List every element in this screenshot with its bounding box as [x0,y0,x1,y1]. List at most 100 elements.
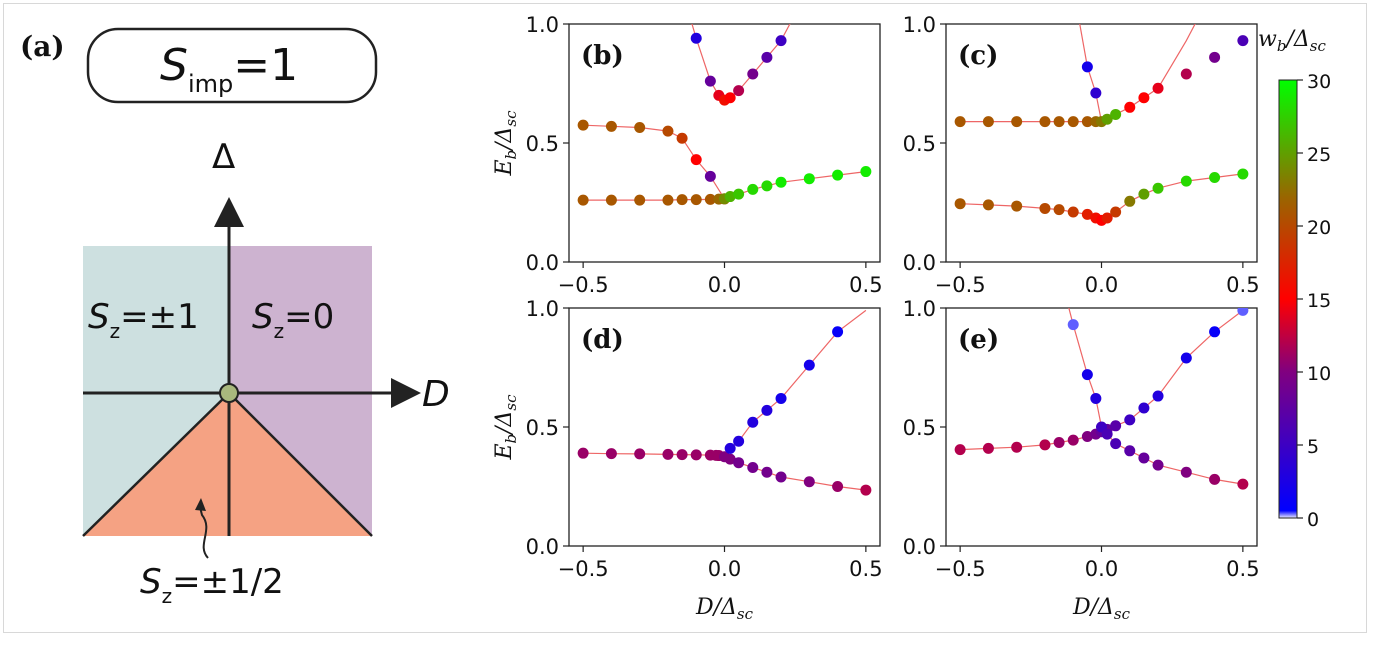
data-point [761,51,773,63]
data-point [1110,420,1122,432]
title-s-imp: Simp=1 [160,40,298,98]
data-point [1053,204,1065,216]
data-point [1237,35,1249,47]
data-point [1138,402,1150,414]
plots: −0.50.00.50.00.51.0(b)Eb​/Δsc​−0.50.00.5… [492,13,1260,623]
panel-label: (e) [958,325,999,355]
data-point [832,326,844,338]
data-point [1180,68,1192,80]
data-point [860,166,872,178]
data-point [747,183,759,195]
data-point [803,173,815,185]
x-tick-label: 0.0 [1085,273,1118,297]
series-points [577,32,872,206]
y-tick-label: 0.5 [903,416,936,440]
region-bottom-label: Sz=±1/2 [140,562,284,608]
data-point [982,442,994,454]
data-point [1124,101,1136,113]
series-line [1079,24,1103,122]
diag-left [82,392,230,537]
data-point [1110,108,1122,120]
data-point [1067,206,1079,218]
data-point [1081,116,1093,128]
series-points [954,35,1249,226]
colorbar-tick-label: 5 [1307,436,1319,458]
data-point [1053,116,1065,128]
data-point [1209,172,1221,184]
squiggle-arrow [199,506,209,559]
x-tick-label: 0.5 [849,557,882,581]
y-tick-label: 0.5 [526,132,559,156]
data-point [724,453,736,465]
data-point [733,457,745,469]
panel-label: (b) [581,41,624,71]
data-point [1138,92,1150,104]
colorbar-gradient [1278,79,1298,519]
data-point [1124,195,1136,207]
data-point [690,154,702,166]
data-point [1081,431,1093,443]
y-tick-label: 1.0 [903,13,936,37]
colorbar-tick-label: 15 [1307,290,1331,312]
data-point [1011,200,1023,212]
data-point [1081,369,1093,381]
data-point [761,180,773,192]
data-point [662,125,674,137]
data-point [1110,206,1122,218]
x-tick-label: 0.0 [708,273,741,297]
data-point [1138,188,1150,200]
data-point [690,32,702,44]
colorbar-label: wb​/Δsc​ [1258,27,1326,55]
data-point [704,75,716,87]
x-axis-label: D/Δsc​ [1072,595,1131,623]
data-point [577,447,589,459]
series-points [577,326,872,496]
panel-b: −0.50.00.50.00.51.0(b)Eb​/Δsc​ [492,13,883,297]
data-point [662,194,674,206]
panel-a-label: (a) [20,30,65,63]
data-point [954,198,966,210]
x-tick-label: 0.5 [849,273,882,297]
y-tick-label: 0.0 [903,251,936,275]
region-left-label: Sz=±1 [88,297,199,343]
data-point [1237,308,1249,316]
data-point [1067,116,1079,128]
region-right-label: Sz=0 [252,297,334,343]
panel-a: (a) Simp=1 Δ D Sz=±1 Sz=0 [20,27,450,608]
y-tick-label: 0.5 [526,416,559,440]
figure-frame [3,3,1367,633]
data-point [1011,116,1023,128]
colorbar-tick-label: 20 [1307,217,1331,239]
data-point [1124,445,1136,457]
delta-axis-label: Δ [212,137,235,177]
x-tick-label: −0.5 [558,273,609,297]
data-point [761,466,773,478]
data-point [1180,466,1192,478]
data-point [605,194,617,206]
colorbar-ticks: 0 5 10 15 20 25 30 [1297,71,1331,531]
colorbar-tick-label: 30 [1307,71,1331,93]
x-tick-label: 0.0 [708,557,741,581]
colorbar-tick-label: 10 [1307,363,1331,385]
data-point [1053,436,1065,448]
data-point [1152,390,1164,402]
data-point [577,194,589,206]
data-point [1152,182,1164,194]
data-point [724,442,736,454]
data-point [761,404,773,416]
title-box [86,27,378,104]
data-point [733,85,745,97]
y-tick-label: 0.0 [903,535,936,559]
data-point [634,122,646,134]
data-point [1124,414,1136,426]
data-point [1237,168,1249,180]
x-tick-label: 0.5 [1226,273,1259,297]
data-point [1110,438,1122,450]
data-point [747,416,759,428]
data-point [605,448,617,460]
data-point [1011,441,1023,453]
data-point [1209,51,1221,63]
series-points [954,308,1249,490]
data-point [860,484,872,496]
